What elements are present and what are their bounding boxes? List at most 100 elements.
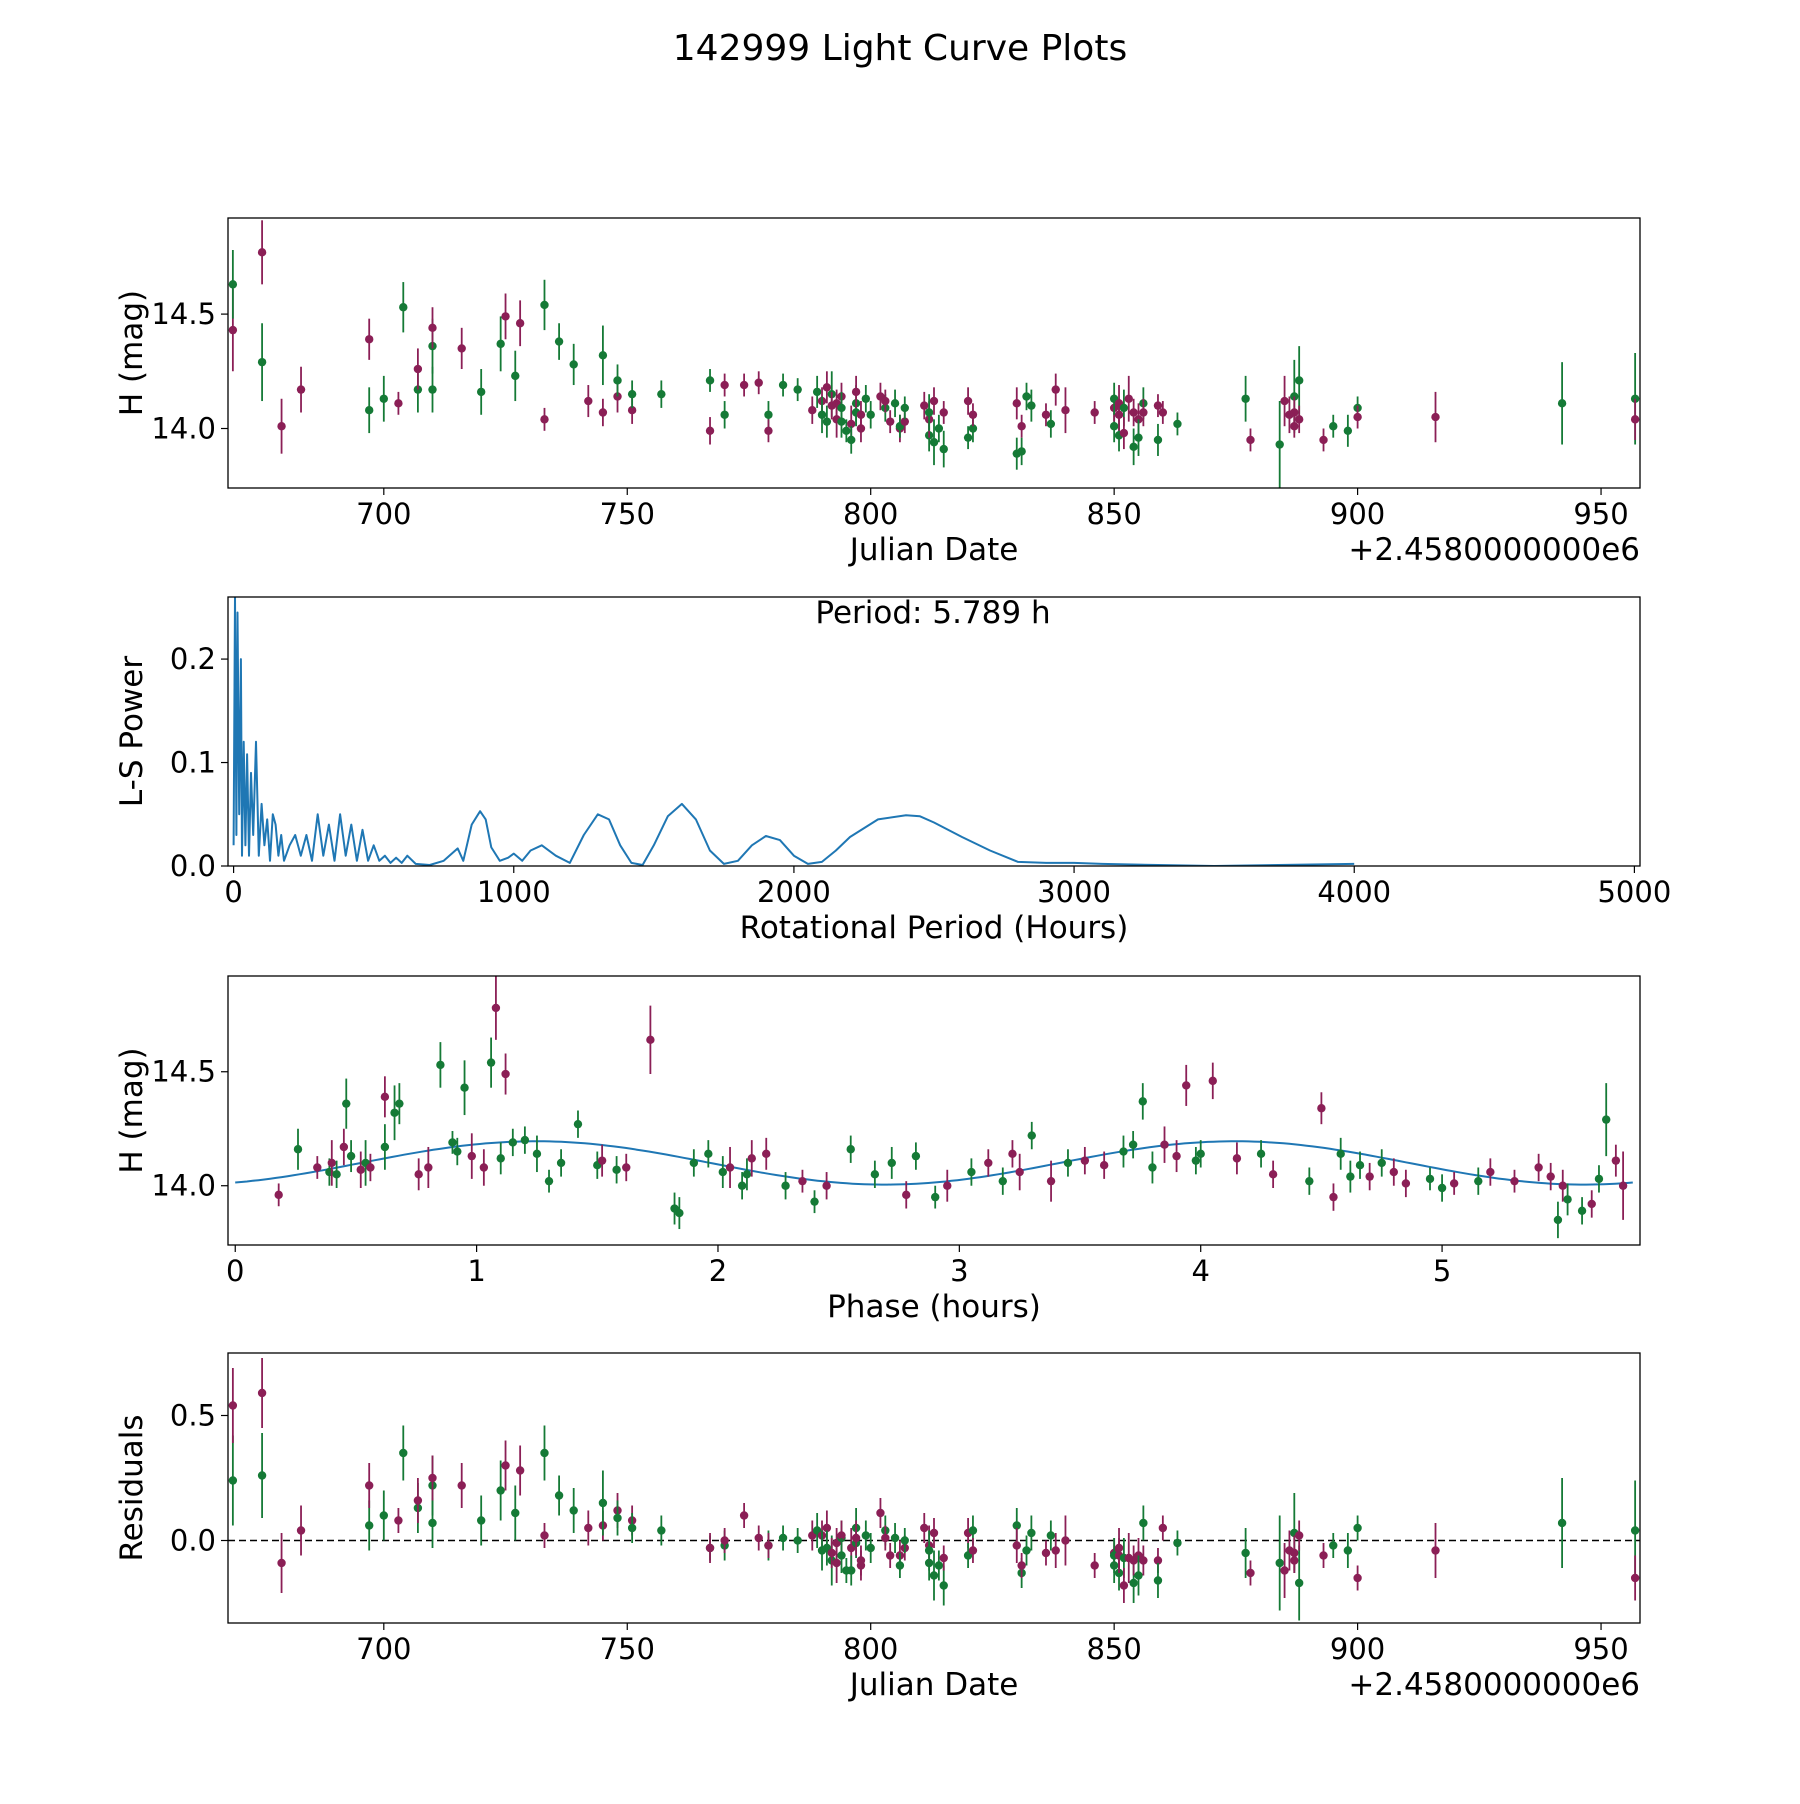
light-curve-ytick-label: 14.5 [151,297,216,331]
residuals-point [968,1526,978,1535]
light-curve-point [1630,394,1640,403]
phase-folded-point [1232,1154,1242,1163]
phase-folded-point [1080,1156,1090,1165]
phase-folded-point [467,1151,476,1161]
light-curve-point [365,335,374,344]
light-curve-point [890,399,900,408]
periodogram-ylabel: L-S Power [114,656,150,807]
light-curve-point [277,422,286,431]
residuals-point [920,1523,929,1533]
light-curve-point [885,417,895,426]
phase-folded-point [689,1158,699,1168]
light-curve-point [540,415,549,424]
residuals-point [1353,1523,1362,1533]
light-curve-point [881,396,890,406]
light-curve-ylabel: H (mag) [114,290,150,416]
light-curve-point [428,385,437,394]
residuals-point [1139,1518,1148,1528]
residuals-point [257,1471,267,1480]
phase-folded-point [718,1167,728,1177]
residuals-point [939,1553,948,1563]
light-curve-point [705,376,715,385]
light-curve-point [793,385,802,394]
light-curve-xtick-label: 950 [1573,497,1628,531]
residuals-point [257,1388,267,1398]
phase-folded-point [342,1099,351,1108]
phase-folded-point [737,1181,747,1190]
light-curve-xtick-label: 750 [600,497,655,531]
residuals-point [584,1523,593,1533]
residuals-ytick-label: 0.0 [170,1524,216,1558]
periodogram-frame [227,596,1641,867]
residuals-point [1027,1528,1036,1538]
residuals-point [1241,1548,1250,1558]
light-curve-point [1139,408,1148,417]
residuals-point [705,1543,715,1553]
phase-folded-point [984,1158,993,1168]
phase-folded-xtick-label: 2 [709,1254,727,1288]
light-curve-point [365,406,374,415]
phase-folded-point [332,1170,341,1179]
phase-folded-plot-area [235,976,1633,1239]
residuals-point [457,1481,466,1490]
phase-folded-point [902,1190,911,1200]
phase-folded-point [293,1145,303,1154]
light-curve-point [939,444,948,454]
phase-folded-point [1486,1167,1495,1177]
residuals-point [1153,1556,1163,1565]
residuals-plot-area [228,1358,1640,1621]
light-curve-point [764,410,773,419]
phase-folded-point [1389,1167,1399,1177]
periodogram-xtick-label: 4000 [1317,875,1391,909]
phase-folded-point [742,1170,752,1179]
phase-folded-point [887,1158,896,1168]
phase-folded-frame [227,975,1641,1246]
light-curve-offset-label: +2.4580000000e6 [1348,532,1640,568]
light-curve-point [812,387,822,397]
light-curve-point [842,426,851,435]
phase-folded-point [1015,1167,1024,1177]
phase-folded-point [496,1154,505,1163]
residuals-point [876,1508,885,1518]
light-curve-point [866,410,875,419]
light-curve-point [720,380,729,390]
periodogram-annotation: Period: 5.789 h [815,595,1050,631]
phase-folded-point [1563,1195,1572,1204]
phase-folded-fit-line [235,1140,1633,1186]
light-curve-point [1241,394,1250,403]
light-curve-point [1329,422,1338,431]
residuals-point [598,1498,608,1508]
phase-folded-point [646,1035,655,1045]
residuals-point [1353,1573,1362,1583]
light-curve-point [1129,408,1138,417]
residuals-point [827,1548,836,1558]
figure-title: 142999 Light Curve Plots [672,28,1128,69]
residuals-xtick-label: 800 [843,1632,898,1666]
residuals-point [1139,1556,1148,1565]
residuals-point [1557,1518,1567,1528]
light-curve-point [1022,392,1031,401]
residuals-point [720,1536,729,1545]
residuals-point [569,1506,578,1515]
periodogram-ytick-label: 0.0 [170,849,216,883]
light-curve-point [627,389,637,399]
residuals-point [511,1508,520,1518]
residuals-xtick-label: 950 [1573,1632,1628,1666]
phase-folded-point [380,1092,390,1102]
light-curve-point [1017,447,1026,456]
light-curve-xtick-label: 850 [1086,497,1141,531]
phase-folded-point [1577,1206,1587,1216]
light-curve-point [817,410,827,419]
phase-folded-point [1587,1199,1596,1209]
light-curve-point [1153,435,1163,445]
light-curve-point [847,419,856,429]
light-curve-point [939,408,948,417]
residuals-point [476,1516,486,1525]
phase-folded-point [1196,1149,1205,1159]
light-curve-point [1017,422,1026,431]
light-curve-plot-area [228,220,1640,488]
phase-folded-point [1355,1161,1365,1170]
residuals-point [1280,1566,1289,1575]
light-curve-point [720,410,729,419]
